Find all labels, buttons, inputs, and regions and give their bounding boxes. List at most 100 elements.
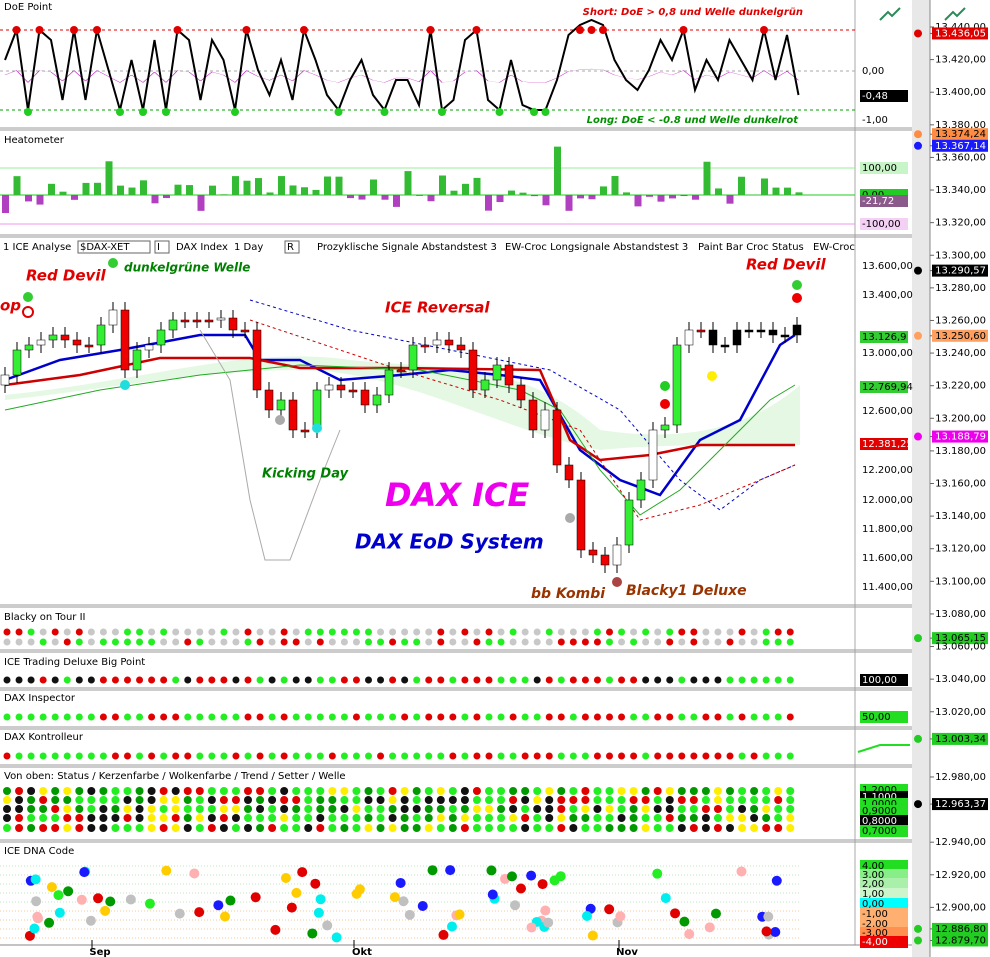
dropdown-label[interactable]: $DAX-XET [80,242,130,253]
dropdown[interactable] [154,240,170,254]
status-dot [533,787,542,795]
status-dot [376,787,385,795]
status-dot [786,638,794,646]
status-dot [39,805,48,813]
dropdown-label[interactable]: I [157,242,160,253]
status-dot [533,805,542,813]
status-dot [605,796,614,804]
status-dot [148,752,156,760]
status-dot [136,752,144,760]
status-dot [123,796,132,804]
scale-label: 13.380,00 [935,120,986,131]
status-dot [485,787,493,795]
tool-icon[interactable] [944,7,966,21]
heat-bar [542,195,550,206]
dropdown[interactable] [77,240,151,254]
status-dot [653,796,662,804]
signal-dot [707,371,717,381]
status-dot [762,805,771,813]
status-dot [99,824,108,832]
status-dot [678,713,686,721]
dna-dot [31,896,42,907]
status-dot [244,814,252,822]
status-dot [400,824,409,832]
status-dot [713,814,722,822]
status-dot [653,787,662,795]
status-dot [485,638,493,646]
dna-dot [79,867,90,878]
status-dot [39,796,48,804]
dna-dot [543,917,554,928]
status-dot [304,805,313,813]
status-dot [352,676,360,684]
status-dot [786,628,794,636]
status-dot [701,814,710,822]
candle-body [516,384,526,401]
label-box [932,798,988,811]
scrollbar[interactable] [912,0,930,957]
dna-dot [46,882,57,893]
annotation: Red Devil [746,256,826,274]
status-dot [545,638,553,646]
heat-bar [680,195,688,197]
status-dot [678,676,686,684]
heat-bar [36,195,44,205]
status-dot [148,676,156,684]
status-dot [63,787,72,795]
heat-bar [94,182,101,195]
status-dot [268,752,276,760]
status-dot [99,814,108,822]
status-dot [581,628,589,636]
status-dot [268,676,276,684]
status-dot [63,713,71,721]
dna-dot [307,928,318,939]
status-dot [171,824,180,832]
dropdown-label[interactable]: R [287,242,294,253]
status-dot [328,814,337,822]
axis-marker [914,141,922,150]
scale-label: 13.220,00 [935,381,986,392]
status-dot [629,787,638,795]
candle-body [720,344,730,348]
scale-label: 1,0000 [862,799,897,810]
dna-dot [125,894,136,905]
status-dot [280,638,288,646]
signal-dot [312,423,322,433]
status-dot [401,713,409,721]
status-dot [304,787,313,795]
dropdown[interactable] [284,240,300,254]
dna-dot [526,870,537,881]
status-dot [689,805,698,813]
status-dot [244,824,252,832]
status-dot [136,713,144,721]
candle-body [288,399,298,431]
ma-line [249,299,796,511]
scale-label: -21,72 [862,196,894,207]
status-dot [196,628,204,636]
candle-body [48,334,58,341]
heat-bar [772,187,780,195]
status-dot [39,814,48,822]
status-dot [39,676,47,684]
status-dot [195,796,204,804]
status-dot [424,796,433,804]
status-dot [231,824,240,832]
status-dot [256,814,265,822]
status-dot [605,814,614,822]
tool-icon[interactable] [879,7,901,21]
candle-body [528,399,538,431]
status-dot [642,676,650,684]
status-dot [413,676,421,684]
status-dot [569,713,577,721]
dna-dot [549,875,560,886]
status-dot [762,796,771,804]
status-dot [617,787,626,795]
status-dot [171,814,180,822]
status-dot [15,805,24,813]
status-dot [545,814,554,822]
scale-label: 1,00 [862,889,884,900]
status-dot [665,796,674,804]
status-dot [99,752,107,760]
status-dot [292,628,300,636]
status-dot [678,638,686,646]
